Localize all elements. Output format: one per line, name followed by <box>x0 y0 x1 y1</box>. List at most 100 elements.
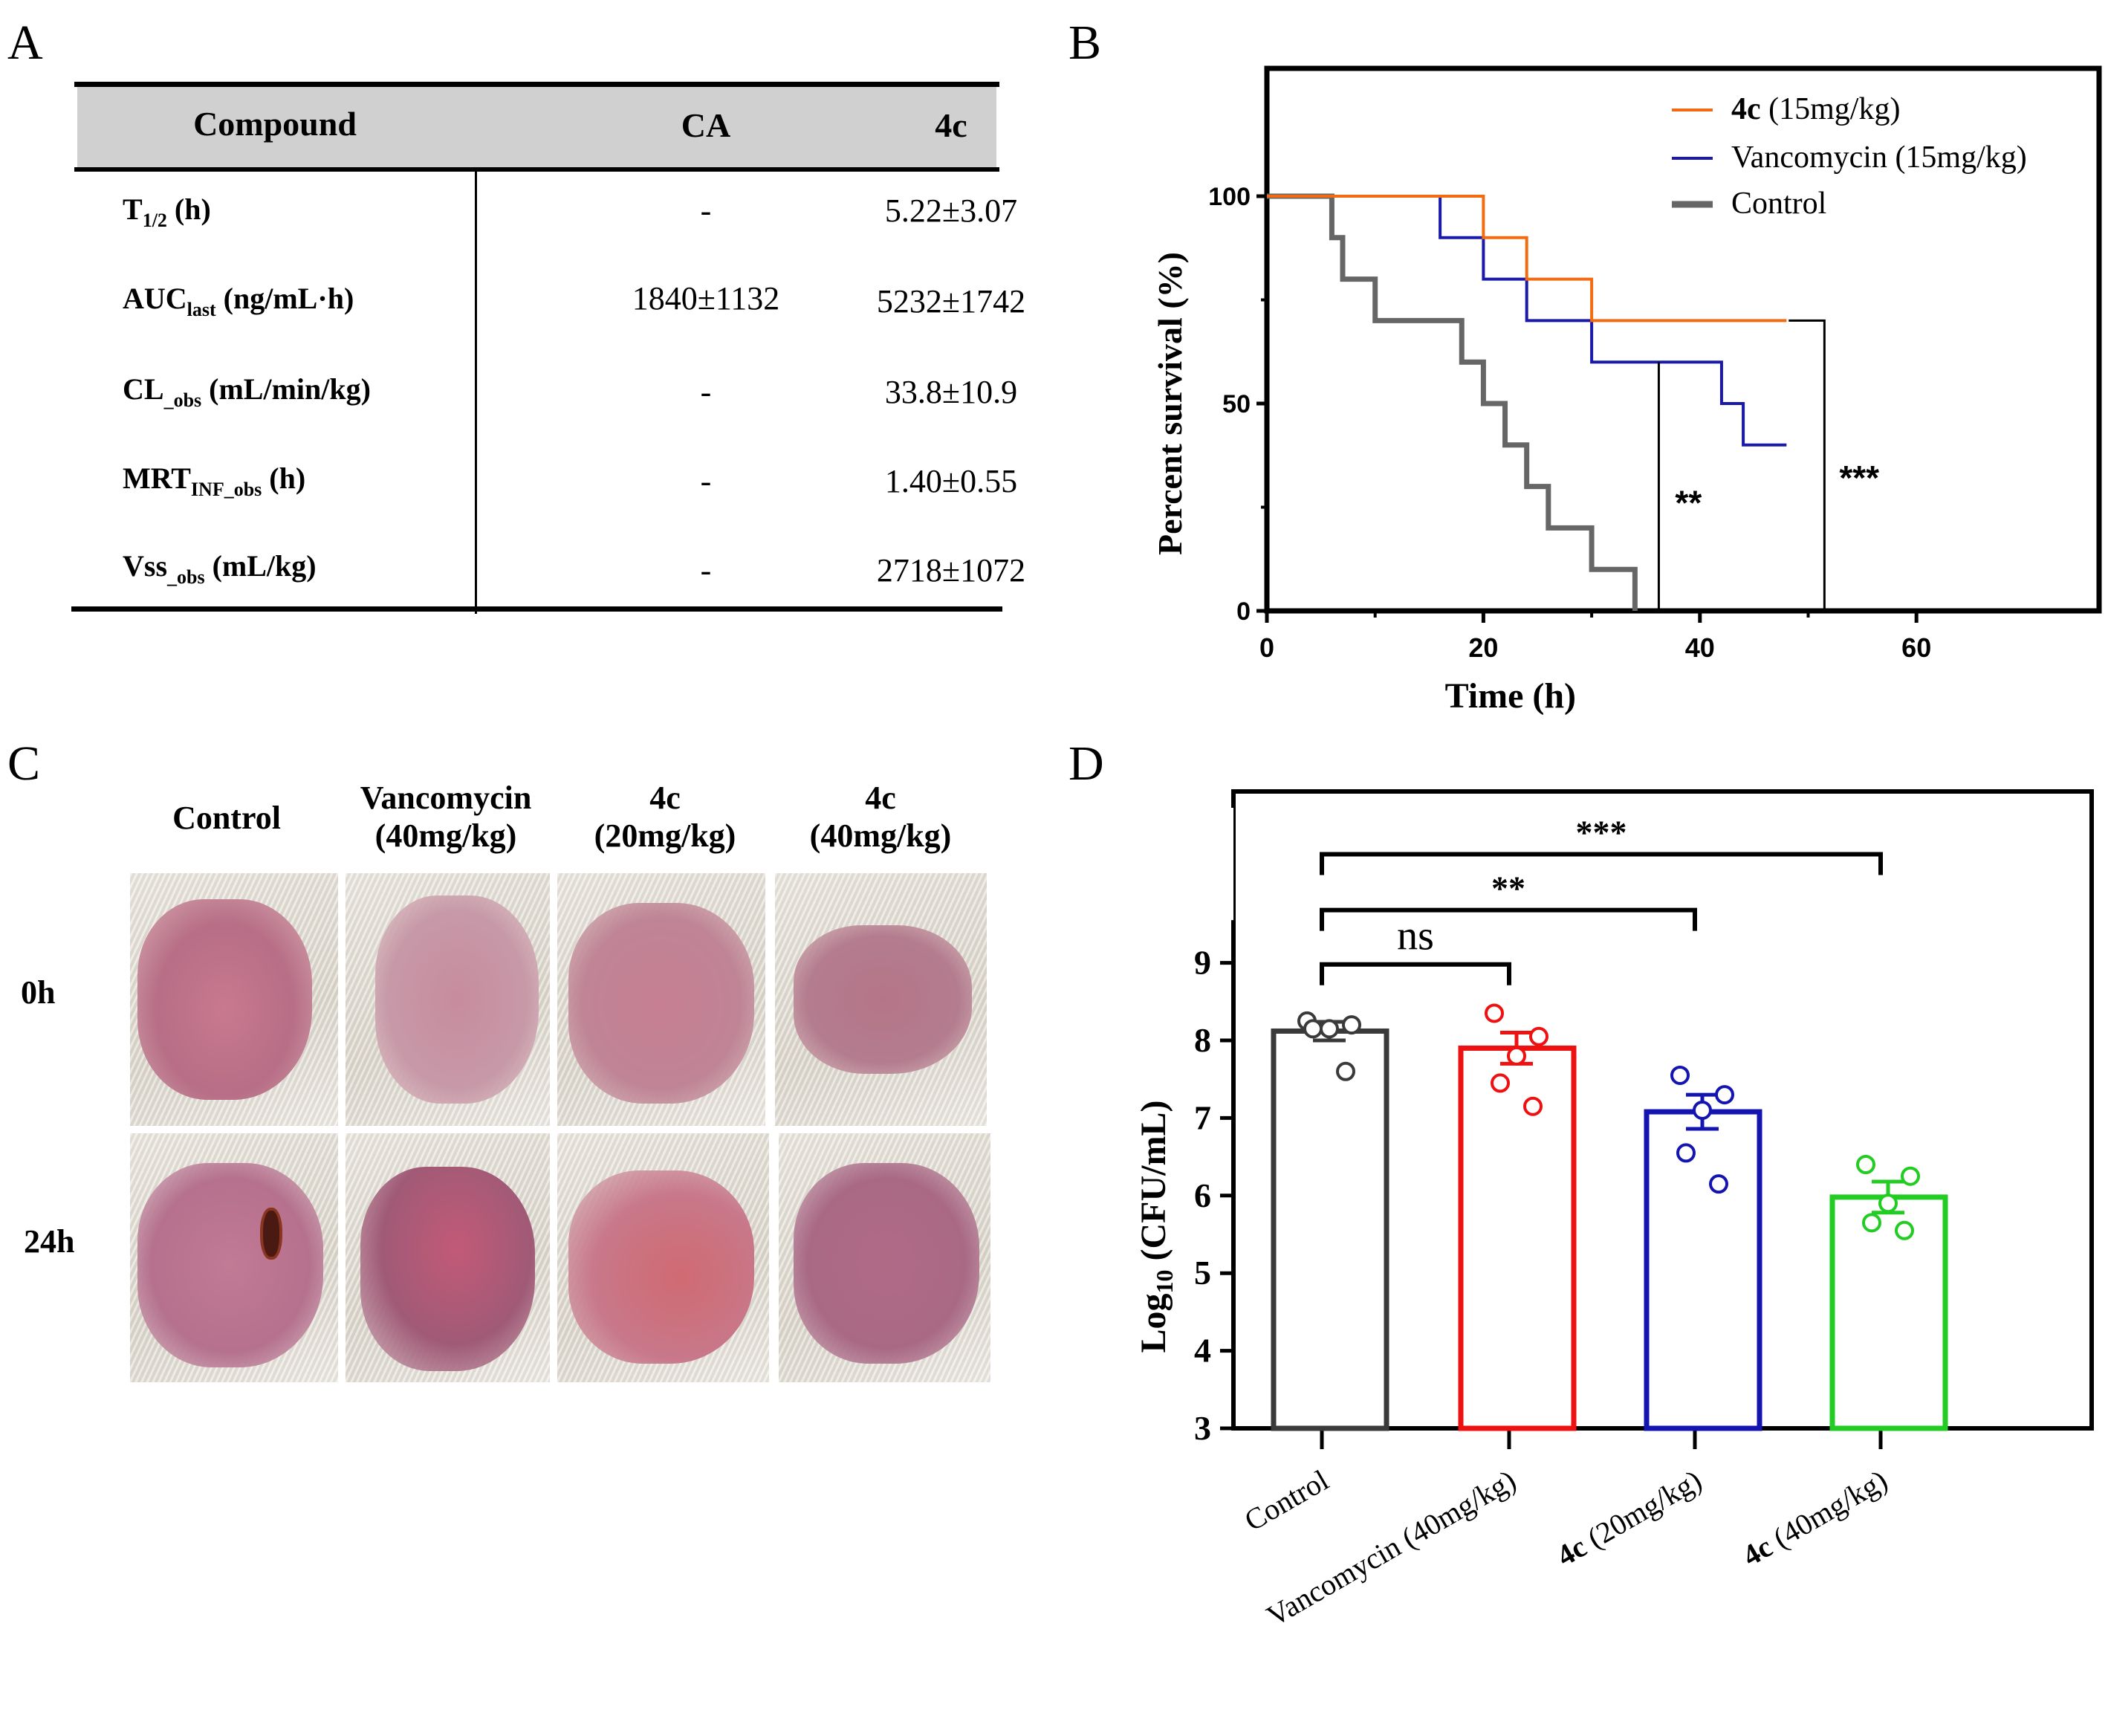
y-tick-label: 100 <box>1208 183 1251 211</box>
bracket-control-vs-4c <box>1788 319 1826 611</box>
wound-photo-control-0h <box>130 873 338 1126</box>
legend-label-text: (15mg/kg) <box>1761 92 1901 126</box>
x-axis-label: Time (h) <box>1445 676 1576 716</box>
data-point <box>1670 1065 1690 1085</box>
panel-letter-b: B <box>1068 16 1102 70</box>
row-label-t-half: T1/2 (h) <box>123 192 211 231</box>
survival-line-control <box>1267 193 1638 611</box>
y-tick-label: 7 <box>1194 1098 1211 1136</box>
data-point <box>1507 1046 1526 1066</box>
y-tick-label: 50 <box>1222 390 1251 418</box>
wound-photo-4c-20-0h <box>557 873 765 1126</box>
header-ca: CA <box>681 106 731 144</box>
bar-0 <box>1271 1028 1389 1431</box>
cell-ca-vss: - <box>700 552 712 589</box>
wound-photo-vancomycin-24h <box>346 1133 550 1382</box>
photo-row-label-24h: 24h <box>24 1223 75 1260</box>
panel-letter-c: C <box>7 736 41 791</box>
y-tick-label: 5 <box>1194 1254 1211 1292</box>
photo-col-label-4c-40: 4c (40mg/kg) <box>809 780 952 854</box>
header-compound: Compound <box>193 105 357 143</box>
photo-row-label-0h: 0h <box>21 974 56 1011</box>
x-category-label-text: Control <box>1239 1463 1334 1538</box>
data-point <box>1715 1085 1734 1105</box>
comparison-label: ns <box>1397 913 1434 959</box>
y-axis-label-part: Log <box>1134 1294 1173 1353</box>
row-label-auc: AUClast (ng/mL·h) <box>123 282 354 320</box>
cell-4c-vss: 2718±1072 <box>876 552 1026 589</box>
significance-label: ** <box>1675 484 1702 522</box>
comparison-bracket <box>1320 962 1511 985</box>
data-point <box>1856 1155 1875 1175</box>
photo-col-label-control: Control <box>172 800 281 836</box>
bar-3 <box>1829 1194 1948 1431</box>
legend-label: 4c (15mg/kg) <box>1731 92 1900 126</box>
y-axis-label: Percent survival (%) <box>1151 252 1189 555</box>
legend-label-text: Vancomycin (15mg/kg) <box>1731 140 2027 175</box>
eschar-spot <box>260 1208 282 1260</box>
plot-frame <box>1264 65 2102 614</box>
data-point <box>1491 1073 1510 1093</box>
y-tick-label: 4 <box>1194 1332 1211 1370</box>
legend-label: Control <box>1731 187 1826 221</box>
row-label-vss: Vss_obs (mL/kg) <box>123 549 317 588</box>
survival-line-4c <box>1267 195 1787 323</box>
y-axis-label-part: (CFU/mL) <box>1134 1101 1173 1270</box>
table-header-rule <box>74 167 999 172</box>
legend-label: Vancomycin (15mg/kg) <box>1731 140 2027 175</box>
table-column-divider <box>475 172 477 614</box>
data-point <box>1862 1213 1881 1233</box>
data-point <box>1709 1174 1728 1194</box>
panel-letter-d: D <box>1068 736 1104 791</box>
bar-2 <box>1644 1109 1762 1431</box>
survival-chart: 0 50 100 0 20 40 60 Time (h) Percent survival (%… <box>1151 65 2102 716</box>
y-tick-label: 8 <box>1194 1021 1211 1059</box>
data-point <box>1529 1026 1548 1046</box>
cell-ca-mrt: - <box>700 463 712 499</box>
x-category-label: 4c (40mg/kg) <box>1736 1463 1893 1573</box>
x-tick-label: 40 <box>1685 632 1715 663</box>
wound-photo-4c-20-24h <box>557 1133 769 1382</box>
cell-ca-auc: 1840±1132 <box>632 280 780 317</box>
cell-4c-t-half: 5.22±3.07 <box>884 192 1018 229</box>
comparison-label: ** <box>1491 869 1525 907</box>
photo-col-label-vancomycin: Vancomycin (40mg/kg) <box>360 780 532 854</box>
y-axis-label-part: 10 <box>1151 1270 1178 1294</box>
wound-photo-4c-40-24h <box>779 1133 990 1382</box>
survival-line-vancomycin <box>1267 195 1787 447</box>
data-point <box>1676 1143 1696 1163</box>
data-point <box>1895 1220 1914 1240</box>
data-point <box>1320 1019 1339 1039</box>
table-top-rule <box>74 82 999 87</box>
y-tick-label: 0 <box>1236 597 1251 626</box>
x-category-label: 4c (20mg/kg) <box>1551 1463 1707 1573</box>
cell-4c-cl: 33.8±10.9 <box>884 374 1018 410</box>
x-tick-label: 60 <box>1901 632 1931 663</box>
panel-letter-a: A <box>7 16 43 70</box>
cell-ca-cl: - <box>700 374 712 410</box>
wound-photo-control-24h <box>130 1133 338 1382</box>
y-axis-label: Log10 (CFU/mL) <box>1134 1101 1178 1353</box>
row-label-cl: CL_obs (mL/min/kg) <box>123 372 371 411</box>
x-tick-label: 20 <box>1468 632 1498 663</box>
y-tick-label: 3 <box>1194 1409 1211 1447</box>
wound-photo-vancomycin-0h <box>346 873 550 1126</box>
cell-ca-t-half: - <box>700 192 712 229</box>
y-tick-label: 6 <box>1194 1176 1211 1214</box>
data-point <box>1901 1166 1920 1186</box>
bar-1 <box>1458 1045 1577 1431</box>
x-category-label: Control <box>1239 1463 1334 1538</box>
wound-photo-4c-40-0h <box>775 873 987 1126</box>
x-category-label-text: (20mg/kg) <box>1575 1463 1707 1558</box>
comparison-bracket <box>1320 852 1883 875</box>
legend-label-text: Control <box>1731 187 1826 221</box>
photo-col-label-4c-20: 4c (20mg/kg) <box>594 780 736 854</box>
x-tick-label: 0 <box>1259 632 1274 663</box>
row-label-mrt: MRTINF_obs (h) <box>123 461 306 500</box>
data-point <box>1336 1061 1355 1081</box>
data-point <box>1523 1096 1543 1116</box>
header-4c: 4c <box>935 106 967 144</box>
table-header-band <box>77 87 996 167</box>
